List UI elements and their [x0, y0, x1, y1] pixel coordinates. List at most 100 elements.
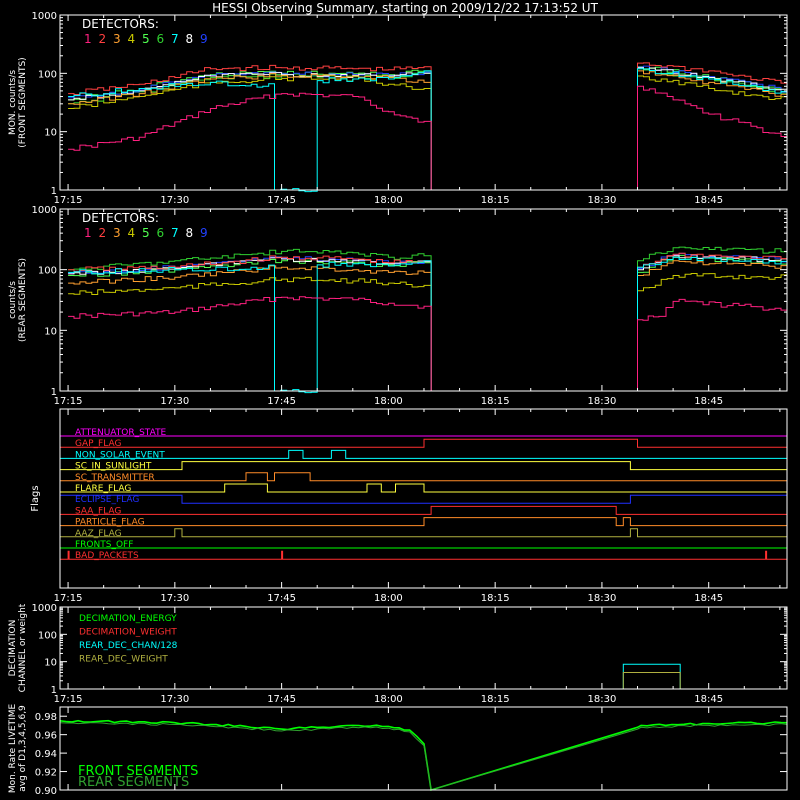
flags-panel-flag-label: GAP_FLAG [75, 439, 121, 449]
front-panel-ylabel: (FRONT SEGMENTS) [18, 57, 28, 147]
flags-panel-flag-label: SC_IN_SUNLIGHT [75, 462, 152, 472]
flags-panel-flag-line [60, 550, 787, 560]
front-panel-series-det-1 [68, 85, 788, 191]
flags-panel-flag-label: NON_SOLAR_EVENT [75, 450, 165, 460]
flags-panel-flag-line [60, 472, 787, 482]
flags-panel-flag-label: FRONTS_OFF [75, 540, 133, 550]
livetime-panel-series [59, 722, 788, 791]
flags-panel-flag-label: ATTENUATOR_STATE [75, 428, 167, 438]
decimation-panel-ytick-label: 1000 [32, 603, 57, 614]
flags-panel-flag-line [60, 449, 787, 459]
rear-panel-series-det-4 [68, 273, 788, 392]
decimation-panel-xtick-label: 17:30 [160, 694, 189, 705]
front-panel-xtick-label: 18:30 [588, 195, 617, 206]
rear-panel-series-det-3 [68, 260, 788, 392]
front-panel-xtick-label: 17:45 [267, 195, 296, 206]
rear-panel-series-det-6 [68, 246, 788, 392]
flags-panel-flag-line [59, 494, 788, 504]
front-panel-legend-item: 8 [186, 32, 194, 46]
rear-panel-ytick-label: 1 [51, 387, 57, 398]
front-panel-legend-item: 7 [171, 32, 179, 46]
rear-panel-xtick-label: 18:30 [588, 396, 617, 407]
front-panel-legend-item: 5 [142, 32, 150, 46]
flags-panel-xtick-label: 17:15 [54, 593, 83, 604]
rear-panel-legend-item: 8 [186, 226, 194, 240]
flags-panel-xtick-label: 17:45 [267, 593, 296, 604]
front-panel-legend-item: 2 [99, 32, 107, 46]
decimation-panel-ylabel: CHANNEL or weight [18, 603, 28, 692]
decimation-panel-legend-item: DECIMATION_WEIGHT [79, 628, 177, 638]
front-panel-xtick-label: 18:00 [374, 195, 403, 206]
flags-panel-flag-line [60, 461, 787, 471]
livetime-panel-legend-item: REAR SEGMENTS [78, 775, 189, 790]
decimation-panel-legend-item: REAR_DEC_CHAN/128 [79, 641, 178, 651]
livetime-panel-ylabel: Mon. Rate LIVETIME [8, 704, 18, 794]
front-panel-ytick-label: 10 [44, 128, 57, 139]
decimation-panel-xtick-label: 18:15 [481, 694, 510, 705]
decimation-panel-ytick-label: 1 [51, 685, 57, 696]
flags-panel-flag-label: AAZ_FLAG [75, 529, 122, 539]
decimation-panel-legend-item: DECIMATION_ENERGY [79, 614, 177, 624]
front-panel-ylabel: MON. counts/s [8, 70, 18, 135]
rear-panel-ytick-label: 1000 [32, 205, 57, 216]
flags-panel-flag-label: SC_TRANSMITTER [75, 473, 155, 483]
front-panel-series-det-3 [68, 70, 788, 191]
front-panel-series-det-2 [68, 62, 788, 191]
front-panel-xtick-label: 17:30 [160, 195, 189, 206]
rear-panel-ylabel: counts/s [8, 281, 18, 319]
rear-panel-legend-title: DETECTORS: [82, 211, 159, 225]
decimation-panel-legend-item: REAR_DEC_WEIGHT [79, 655, 168, 665]
flags-panel-xtick-label: 18:30 [588, 593, 617, 604]
front-panel-ytick-label: 100 [38, 69, 57, 80]
rear-panel-series-det-1 [68, 296, 788, 392]
front-panel-xtick-label: 18:15 [481, 195, 510, 206]
livetime-panel-ytick-label: 0.92 [35, 768, 57, 779]
livetime-panel-legend-item: FRONT SEGMENTS [78, 764, 198, 779]
decimation-panel-ytick-label: 100 [38, 630, 57, 641]
livetime-panel-ytick-label: 0.90 [35, 786, 57, 797]
livetime-panel-ytick-label: 0.98 [35, 712, 57, 723]
front-panel-legend-item: 4 [128, 32, 136, 46]
flags-panel-xtick-label: 17:30 [160, 593, 189, 604]
decimation-panel-xtick-label: 18:00 [374, 694, 403, 705]
rear-panel-legend-item: 5 [142, 226, 150, 240]
decimation-panel-xtick-label: 17:15 [54, 694, 83, 705]
rear-panel-xtick-label: 18:00 [374, 396, 403, 407]
livetime-panel-ytick-label: 0.94 [35, 749, 57, 760]
flags-panel-flag-line [60, 483, 787, 493]
decimation-panel-ytick-label: 10 [44, 658, 57, 669]
decimation-panel-xtick-label: 18:30 [588, 694, 617, 705]
front-panel-legend-item: 3 [113, 32, 121, 46]
front-panel-ytick-label: 1 [51, 186, 57, 197]
flags-panel-flag-label: FLARE_FLAG [75, 484, 131, 494]
flags-panel-flag-line [60, 505, 787, 515]
flags-panel-xtick-label: 18:00 [374, 593, 403, 604]
rear-panel-xtick-label: 17:45 [267, 396, 296, 407]
rear-panel-series-det-2 [68, 252, 788, 392]
livetime-panel-frame [59, 706, 788, 791]
rear-panel-xtick-label: 18:45 [694, 396, 723, 407]
rear-panel-legend-item: 6 [157, 226, 165, 240]
rear-panel-legend-item: 2 [99, 226, 107, 240]
flags-panel-flag-label: ECLIPSE_FLAG [75, 495, 139, 505]
livetime-panel-series [59, 719, 788, 792]
flags-panel-flag-label: PARTICLE_FLAG [75, 518, 145, 528]
flags-panel-xtick-label: 18:45 [694, 593, 723, 604]
flags-panel-flag-label: SAA_FLAG [75, 506, 121, 516]
rear-panel-legend-item: 4 [128, 226, 136, 240]
flags-panel-flag-line [60, 438, 787, 448]
front-panel-xtick-label: 17:15 [54, 195, 83, 206]
decimation-panel-xtick-label: 18:45 [694, 694, 723, 705]
flags-panel-ylabel: Flags [30, 485, 41, 511]
rear-panel-xtick-label: 18:15 [481, 396, 510, 407]
flags-panel-flag-line [60, 528, 787, 538]
decimation-panel-ylabel: DECIMATION [8, 620, 18, 677]
rear-panel-ytick-label: 10 [44, 326, 57, 337]
rear-panel-xtick-label: 17:15 [54, 396, 83, 407]
front-panel-ytick-label: 1000 [32, 11, 57, 22]
livetime-panel-ytick-label: 0.96 [35, 731, 57, 742]
rear-panel-legend-item: 7 [171, 226, 179, 240]
